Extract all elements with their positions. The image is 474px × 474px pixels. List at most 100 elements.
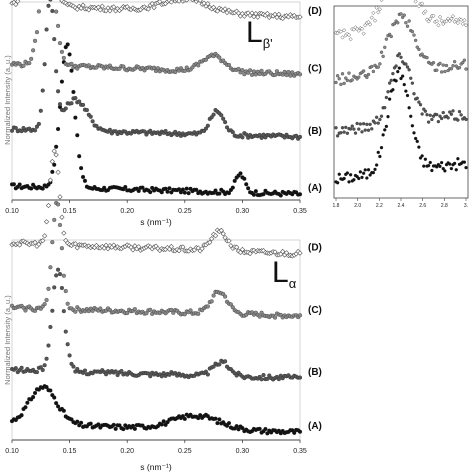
- inset-data-point: [397, 52, 402, 56]
- inset-data-point: [374, 115, 379, 119]
- inset-data-point: [428, 113, 432, 117]
- inset-data-point: [412, 92, 416, 96]
- inset-data-point: [423, 109, 428, 113]
- inset-data-point: [361, 31, 366, 36]
- inset-data-point: [451, 109, 455, 113]
- bottom-phase-label: Lα: [272, 256, 297, 291]
- inset-data-point: [394, 79, 398, 83]
- data-point: [257, 426, 262, 431]
- data-point: [46, 286, 51, 291]
- data-point: [188, 308, 193, 313]
- top-y-axis-label: Normalized Intensity (a. u.): [3, 55, 12, 145]
- inset-data-point: [397, 66, 402, 70]
- data-point: [13, 366, 18, 371]
- inset-data-point: [439, 116, 444, 121]
- inset-data-point: [460, 21, 465, 26]
- inset-data-point: [383, 128, 387, 132]
- inset-data-point: [378, 154, 382, 159]
- data-point: [248, 68, 253, 73]
- inset-data-point: [389, 78, 393, 83]
- data-point: [65, 301, 70, 306]
- data-point: [48, 324, 53, 330]
- inset-data-point: [402, 82, 406, 87]
- data-point: [226, 191, 232, 196]
- data-point: [44, 356, 49, 361]
- inset-data-point: [423, 9, 428, 14]
- inset-data-point: [360, 130, 364, 134]
- inset-data-point: [438, 164, 442, 169]
- data-point: [111, 4, 117, 10]
- data-point: [274, 14, 280, 20]
- inset-data-point: [423, 157, 428, 161]
- data-point: [57, 272, 63, 277]
- data-point: [259, 68, 264, 73]
- data-point: [73, 115, 78, 120]
- inset-data-point: [347, 71, 351, 75]
- inset-data-point: [404, 89, 408, 93]
- data-point: [50, 169, 55, 174]
- inset-data-point: [358, 122, 363, 126]
- data-point: [27, 61, 32, 66]
- inset-data-point: [417, 145, 421, 149]
- data-point: [23, 405, 28, 410]
- x-tick-label: 0.20: [120, 208, 134, 215]
- data-point: [52, 37, 57, 42]
- inset-data-point: [428, 16, 433, 21]
- data-point: [113, 426, 118, 431]
- data-point: [34, 30, 40, 35]
- inset-data-point: [348, 37, 353, 42]
- inset-data-point: [418, 103, 423, 107]
- inset-data-point: [358, 170, 363, 174]
- data-point: [212, 233, 219, 239]
- data-point: [73, 96, 78, 101]
- data-point: [213, 188, 218, 193]
- inset-data-point: [372, 18, 378, 23]
- inset-data-point: [441, 63, 445, 67]
- data-point: [57, 194, 63, 200]
- inset-data-point: [355, 121, 359, 126]
- data-point: [74, 245, 80, 251]
- data-point: [46, 3, 51, 8]
- inset-tick-label: 2.6: [419, 203, 426, 209]
- inset-data-point: [335, 181, 340, 185]
- inset-data-point: [449, 67, 454, 71]
- data-point: [199, 246, 205, 252]
- inset-frame: [333, 5, 469, 199]
- data-point: [82, 368, 88, 373]
- data-point: [55, 169, 61, 175]
- data-point: [61, 309, 66, 314]
- data-point: [223, 359, 228, 364]
- data-point: [176, 0, 182, 4]
- data-point: [253, 11, 259, 17]
- data-point: [186, 191, 191, 196]
- data-point: [86, 63, 91, 68]
- data-point: [234, 373, 239, 378]
- data-point: [121, 427, 126, 432]
- series-b: [9, 0, 303, 141]
- top-phase-sub: β': [263, 36, 273, 51]
- data-point: [219, 113, 224, 118]
- data-point: [276, 377, 281, 382]
- inset-data-point: [365, 75, 369, 79]
- data-point: [236, 427, 241, 432]
- inset-data-point: [464, 165, 468, 170]
- data-point: [96, 422, 101, 427]
- inset-tick-label: 2.4: [398, 203, 405, 209]
- data-point: [297, 313, 303, 318]
- data-point: [63, 106, 68, 111]
- data-point: [65, 342, 70, 347]
- data-point: [207, 4, 213, 10]
- data-point: [52, 217, 57, 222]
- inset-data-point: [348, 127, 353, 131]
- series-d: [9, 0, 303, 22]
- data-point: [31, 395, 36, 400]
- data-point: [149, 0, 155, 7]
- data-point: [59, 79, 64, 84]
- x-tick-label: 0.25: [178, 208, 192, 215]
- data-point: [72, 241, 78, 247]
- inset-data-point: [419, 1, 425, 6]
- data-point: [52, 162, 57, 167]
- inset-data-point: [368, 122, 372, 126]
- inset-data-point: [441, 110, 445, 115]
- data-point: [40, 367, 45, 373]
